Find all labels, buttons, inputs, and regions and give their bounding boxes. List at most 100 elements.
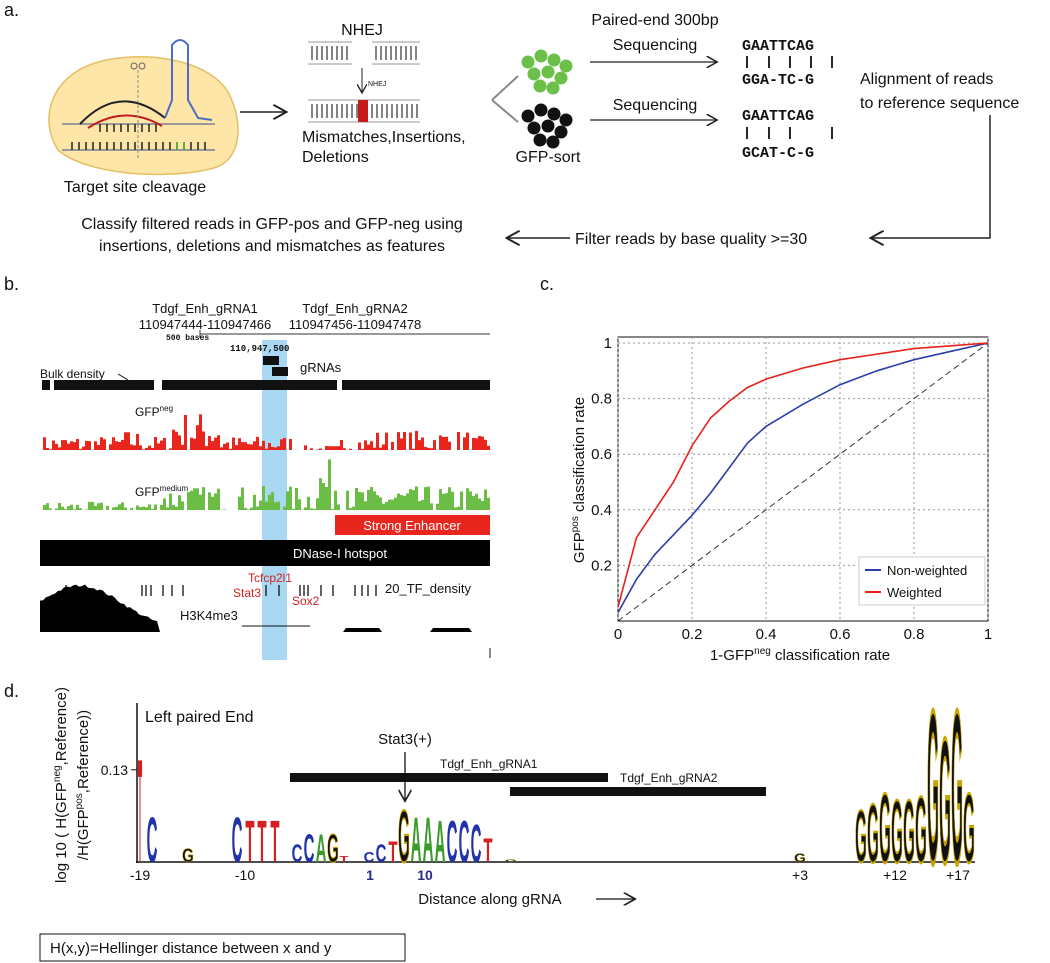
label: NHEJ	[341, 22, 383, 39]
y-tick-label: 0.13	[101, 762, 128, 778]
gfp-cell	[533, 133, 547, 147]
logo-letter: G	[879, 773, 891, 883]
signal-track	[40, 414, 490, 450]
label: log 10 ( H(GFP	[53, 782, 70, 883]
logo-letter: T	[388, 836, 398, 869]
pointer	[117, 373, 129, 381]
logo-letter: T	[483, 831, 492, 870]
scissor	[138, 62, 146, 70]
tf-label: Tcfcp2l1	[248, 571, 292, 585]
logo-letter: A	[435, 810, 446, 876]
label: GFP	[571, 532, 588, 563]
label: 110947444-110947466	[139, 317, 272, 332]
label: H3K4me3	[180, 608, 238, 623]
x-tick-label: 10	[417, 867, 433, 883]
logo-letter: T	[257, 810, 266, 876]
x-tick-label: 1	[984, 626, 992, 643]
label: 110947456-110947478	[289, 317, 422, 332]
gfp-cell	[554, 125, 568, 139]
gfp-cell	[559, 113, 573, 127]
read: GAATTCAG	[742, 38, 814, 55]
indel	[358, 100, 368, 122]
tf-ticks	[65, 585, 377, 596]
match-bars	[746, 56, 833, 139]
logo-letter: C	[147, 804, 158, 876]
signal-track	[40, 584, 490, 632]
label: Sequencing	[613, 37, 698, 54]
logo-letter: G	[182, 844, 194, 867]
label: GFPmedium	[135, 484, 188, 499]
gfp-cell	[559, 59, 573, 73]
x-tick-label: 0	[614, 626, 622, 643]
x-tick-label: 1	[366, 867, 374, 883]
label: classification rate	[571, 397, 588, 516]
logo-letter: C	[447, 810, 458, 876]
sort-arrows	[491, 75, 519, 123]
label: Strong Enhancer	[363, 518, 461, 533]
gfp-cell	[534, 49, 548, 63]
x-tick-label: -19	[130, 867, 150, 883]
label: 500 bases	[166, 334, 209, 343]
gfp-cell	[541, 119, 555, 133]
y-tick-label: 0.8	[591, 391, 612, 408]
panel-label: b.	[4, 274, 19, 294]
logo-letter: G	[915, 778, 927, 883]
caption: Mismatches,Insertions,	[302, 129, 466, 146]
label: GFP	[135, 405, 160, 419]
series-line	[617, 342, 989, 614]
x-tick-label: -10	[235, 867, 255, 883]
y-tick-label: 0.4	[591, 502, 612, 519]
grna-box	[272, 367, 288, 376]
label: Bulk density	[40, 367, 105, 381]
panel-b: Tdgf_Enh_gRNA1 110947444-110947466 Tdgf_…	[40, 301, 491, 660]
label: NHEJ	[368, 81, 386, 88]
caption: Alignment of reads	[860, 71, 993, 88]
label: 20_TF_density	[385, 581, 471, 596]
x-tick-label: 0.6	[830, 626, 851, 643]
logo-letter: G	[398, 797, 410, 879]
legend-box	[858, 556, 986, 606]
cell-dots	[521, 49, 573, 149]
x-axis-label: Distance along gRNA	[418, 891, 561, 908]
gfp-cell	[521, 109, 535, 123]
footnote-box	[39, 933, 406, 962]
logo-letter: T	[138, 729, 142, 894]
label: /H(GFP	[75, 809, 92, 860]
logo-letter: T	[270, 810, 279, 876]
grna-box	[263, 356, 279, 365]
caption: insertions, deletions and mismatches as …	[99, 238, 445, 255]
x-tick-label: 0.2	[682, 626, 703, 643]
gfp-cell	[547, 107, 561, 121]
logo-letter: G	[855, 797, 867, 879]
label: Tdgf_Enh_gRNA2	[302, 301, 408, 316]
gfp-cell	[541, 65, 555, 79]
label: medium	[160, 484, 189, 493]
label: GFPneg	[135, 404, 173, 419]
signal-track	[40, 459, 490, 510]
read: GGA-TC-G	[742, 72, 814, 89]
rna-arc	[87, 114, 163, 129]
hairpin	[164, 39, 213, 121]
tf-label: Stat3	[233, 586, 261, 600]
dnase-bar	[40, 540, 490, 566]
label: 110,947,500	[230, 344, 289, 354]
logo-letter: G	[927, 666, 939, 909]
tf-label: Sox2	[292, 594, 320, 608]
x-tick-label: +17	[946, 867, 970, 883]
caption: Target site cleavage	[64, 179, 206, 196]
gfp-cell	[546, 135, 560, 149]
label: DNase-I hotspot	[293, 546, 387, 561]
x-tick-label: +12	[883, 867, 907, 883]
motif-label: Stat3(+)	[378, 731, 432, 748]
logo-letter: G	[794, 851, 806, 864]
label: pos	[570, 516, 581, 532]
panel-d: log 10 ( H(GFPneg,Reference) /H(GFPpos,R…	[39, 665, 975, 962]
arrow	[872, 115, 991, 238]
y-axis-label: GFPpos classification rate	[570, 397, 588, 563]
grna-bar	[290, 773, 608, 782]
panel-c: GFPpos classification rate 1-GFPneg clas…	[570, 335, 992, 664]
label: Sequencing	[613, 97, 698, 114]
logo-letter: G	[327, 828, 339, 872]
logo-letter: C	[292, 841, 303, 868]
logo-letter: G	[951, 666, 963, 909]
